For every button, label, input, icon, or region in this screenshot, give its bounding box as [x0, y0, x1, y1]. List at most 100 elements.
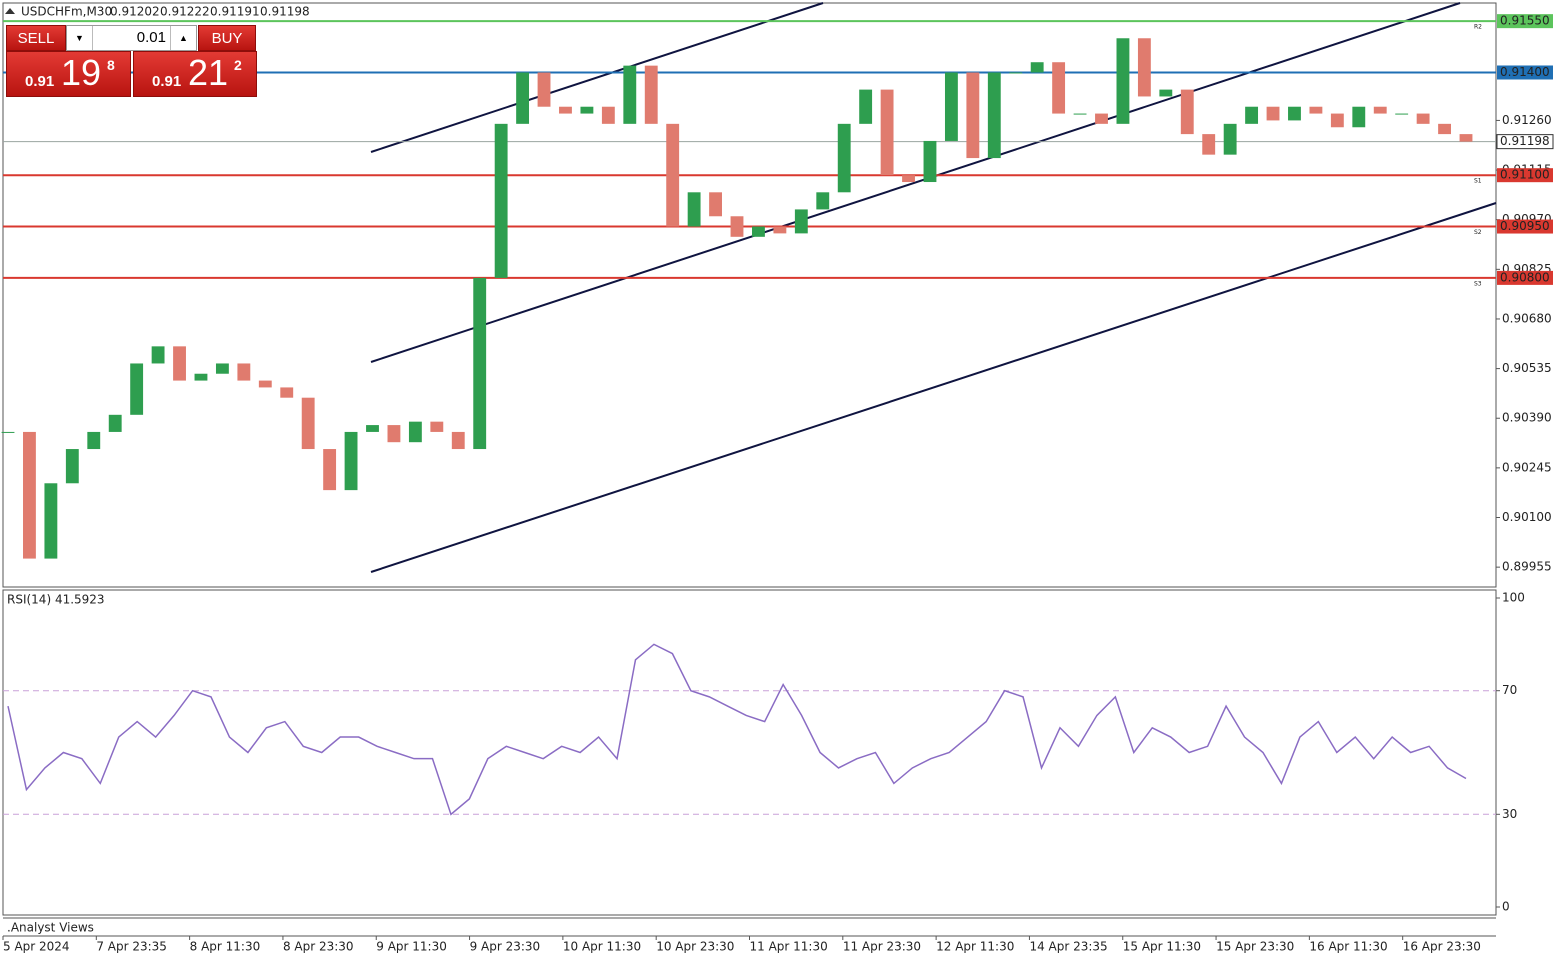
x-tick-label: 16 Apr 23:30 — [1403, 940, 1481, 954]
sell-button[interactable]: SELL — [6, 25, 66, 51]
candle — [1137, 38, 1151, 97]
ohlc: 0.91202 — [110, 5, 160, 19]
header: USDCHFm,M30 0.91202 0.91222 0.91191 0.91… — [21, 5, 310, 19]
level-name: S3 — [1474, 280, 1482, 287]
candle — [687, 192, 701, 227]
candle — [537, 72, 551, 107]
candle — [23, 431, 36, 559]
x-tick-label: 5 Apr 2024 — [3, 940, 70, 954]
candle — [451, 431, 465, 450]
y-tick-label: 0.90535 — [1502, 361, 1552, 375]
candle — [516, 72, 530, 124]
candle — [966, 72, 980, 159]
candle — [1030, 62, 1044, 73]
candle — [430, 421, 444, 432]
price-big: 0.91 — [152, 73, 182, 90]
sell-price[interactable]: 0.91 19 8 — [6, 51, 131, 97]
level-tag: 0.91100 — [1500, 168, 1550, 182]
ohlc: 0.91191 — [210, 5, 260, 19]
candle — [173, 346, 186, 381]
x-tick-label: 12 Apr 11:30 — [936, 940, 1014, 954]
buy-button[interactable]: BUY — [198, 25, 256, 51]
x-tick-label: 8 Apr 11:30 — [190, 940, 261, 954]
price-point: 2 — [234, 57, 242, 73]
candle — [1266, 106, 1280, 121]
y-tick-label: 0.90680 — [1502, 311, 1552, 325]
candle — [108, 414, 122, 432]
candle — [87, 431, 101, 450]
x-tick-label: 8 Apr 23:30 — [283, 940, 354, 954]
candle — [730, 216, 744, 237]
candle — [1180, 89, 1194, 135]
ohlc: 0.91222 — [160, 5, 210, 19]
lot-down[interactable]: ▼ — [67, 26, 93, 50]
candle — [837, 123, 851, 193]
x-tick-label: 7 Apr 23:35 — [96, 940, 167, 954]
candle — [301, 397, 315, 450]
buy-price[interactable]: 0.91 21 2 — [133, 51, 257, 97]
x-tick-label: 16 Apr 11:30 — [1309, 940, 1387, 954]
candle — [1116, 38, 1130, 124]
candle — [902, 175, 915, 183]
candle — [1, 431, 15, 433]
level-tag: 0.90800 — [1500, 270, 1550, 284]
symbol: USDCHFm,M30 — [21, 5, 112, 19]
price-pips: 21 — [188, 52, 229, 93]
level-tag: 0.91400 — [1500, 65, 1550, 79]
candle — [237, 363, 251, 381]
y-tick-label: 0.90390 — [1502, 411, 1552, 425]
level-tag-bg — [1496, 134, 1554, 150]
indicator-label: .Analyst Views — [7, 921, 94, 935]
level-tag: 0.90950 — [1500, 219, 1550, 233]
candle — [666, 123, 680, 227]
candle — [1330, 113, 1344, 128]
candle — [1416, 113, 1430, 124]
candle — [559, 106, 572, 114]
candle — [1095, 113, 1108, 124]
candle — [1052, 62, 1066, 114]
channel — [370, 2, 1497, 573]
trend-line — [370, 2, 1461, 363]
candle — [473, 277, 487, 450]
candle — [258, 380, 272, 388]
candle — [366, 425, 379, 432]
y-tick-label: 0.90100 — [1502, 510, 1552, 524]
x-tick-label: 9 Apr 11:30 — [376, 940, 447, 954]
candle — [859, 89, 873, 124]
lot-box[interactable]: ▼ 0.01 ▲ — [66, 25, 197, 51]
level-name: S1 — [1474, 178, 1482, 185]
candle — [1202, 134, 1216, 155]
collapse-icon[interactable] — [5, 8, 15, 14]
candle — [323, 449, 337, 491]
candle — [194, 373, 208, 381]
y-tick-label: 30 — [1502, 807, 1517, 821]
level-tag-bg — [1497, 270, 1553, 285]
y-tick-label: 0.91260 — [1502, 113, 1552, 127]
candle — [344, 431, 358, 491]
rsi-title: RSI(14) 41.5923 — [7, 593, 105, 607]
x-tick-label: 10 Apr 11:30 — [563, 940, 641, 954]
candle — [151, 346, 165, 364]
level-tag-bg — [1497, 65, 1553, 80]
candle — [215, 363, 229, 374]
candle — [987, 72, 1001, 159]
candle — [1459, 134, 1473, 142]
candle — [494, 123, 508, 278]
candle — [1159, 89, 1173, 97]
candle — [1073, 113, 1087, 115]
lot-value[interactable]: 0.01 — [136, 29, 166, 46]
candle — [65, 449, 79, 484]
candle — [623, 65, 637, 124]
candle — [1309, 106, 1323, 114]
candle — [1395, 113, 1409, 115]
x-tick-label: 9 Apr 23:30 — [470, 940, 541, 954]
candle — [794, 209, 808, 234]
level-tag-bg — [1497, 219, 1553, 234]
candle — [1352, 106, 1366, 128]
lot-up[interactable]: ▲ — [170, 26, 196, 50]
level-tag: 0.91198 — [1500, 134, 1550, 148]
candle — [880, 89, 894, 176]
ohlc: 0.91198 — [260, 5, 310, 19]
candle — [923, 140, 937, 183]
